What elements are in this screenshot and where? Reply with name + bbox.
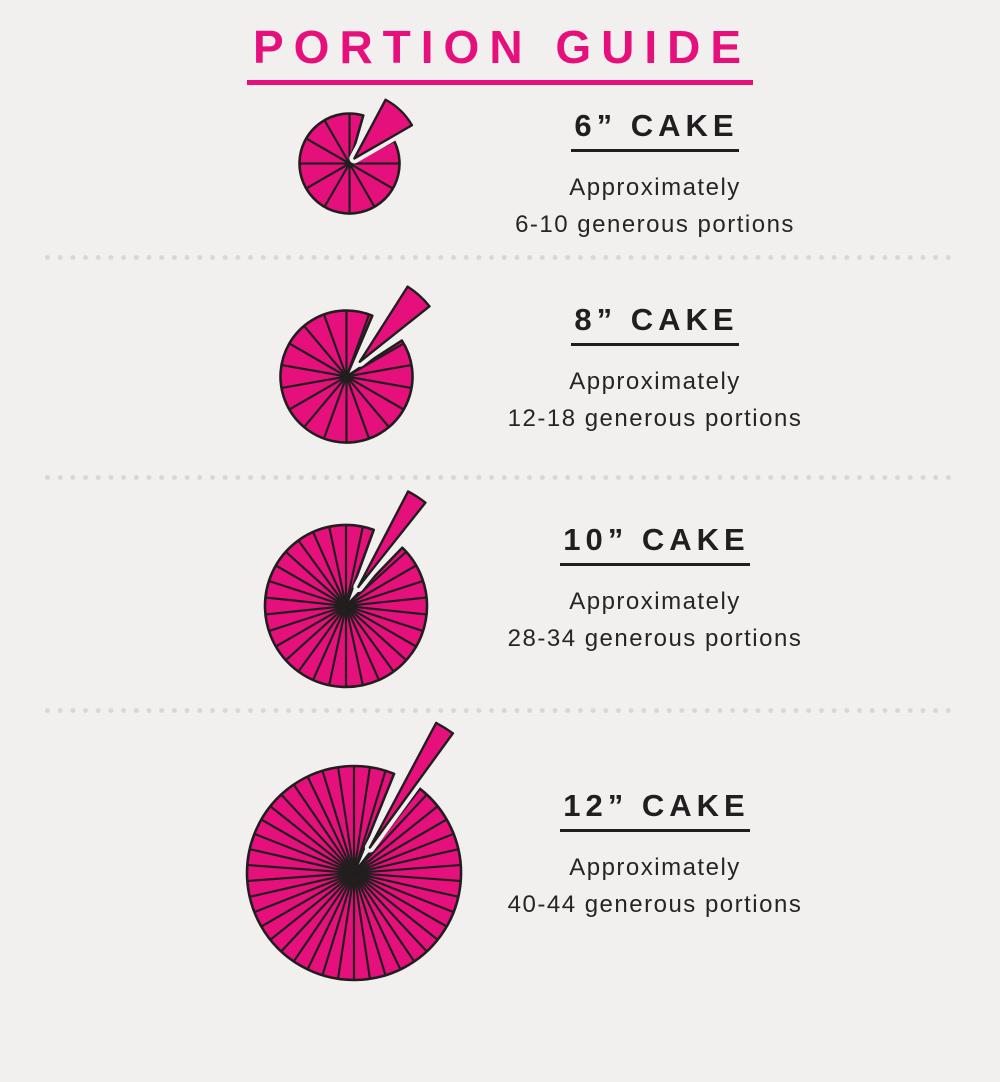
page-title: PORTION GUIDE bbox=[0, 20, 1000, 85]
portions-label-12: 40-44 generous portions bbox=[507, 891, 803, 918]
section-6-inch: 6” CAKE Approximately 6-10 generous port… bbox=[425, 108, 885, 243]
cake-illustration-10in bbox=[263, 486, 431, 689]
page-title-text: PORTION GUIDE bbox=[246, 20, 754, 85]
section-10-inch: 10” CAKE Approximately 28-34 generous po… bbox=[425, 522, 885, 657]
cake-illustration-6in bbox=[298, 94, 417, 215]
cake-illustration-8in bbox=[279, 281, 435, 444]
dotted-divider bbox=[45, 708, 955, 713]
section-8-inch: 8” CAKE Approximately 12-18 generous por… bbox=[425, 302, 885, 437]
approx-label-12: Approximately bbox=[569, 854, 741, 881]
cake-size-heading-12: 12” CAKE bbox=[560, 788, 750, 832]
dotted-divider bbox=[45, 255, 955, 260]
portions-label-10: 28-34 generous portions bbox=[507, 625, 803, 652]
cake-size-heading-10: 10” CAKE bbox=[560, 522, 750, 566]
dotted-divider bbox=[45, 475, 955, 480]
section-12-inch: 12” CAKE Approximately 40-44 generous po… bbox=[425, 788, 885, 923]
portions-label-8: 12-18 generous portions bbox=[507, 405, 803, 432]
cake-illustration-12in bbox=[245, 717, 463, 982]
approx-label-8: Approximately bbox=[569, 368, 741, 395]
approx-label-6: Approximately bbox=[569, 174, 741, 201]
portions-label-6: 6-10 generous portions bbox=[515, 211, 795, 238]
approx-label-10: Approximately bbox=[569, 588, 741, 615]
cake-size-heading-8: 8” CAKE bbox=[571, 302, 739, 346]
cake-size-heading-6: 6” CAKE bbox=[571, 108, 739, 152]
